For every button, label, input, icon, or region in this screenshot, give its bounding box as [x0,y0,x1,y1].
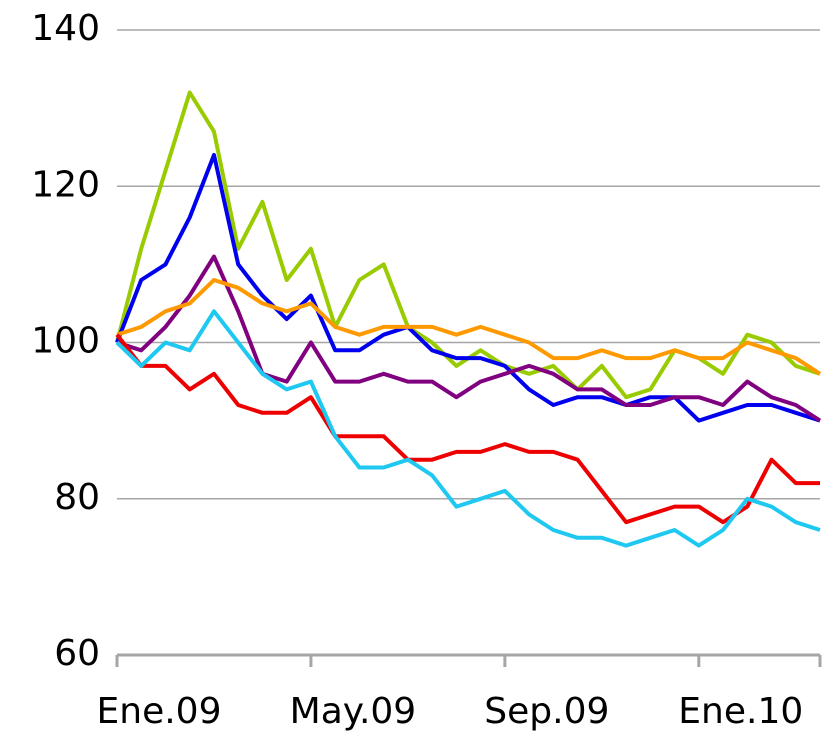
y-tick-label: 60 [54,633,100,674]
series-line [115,153,821,423]
series-line [116,278,822,376]
y-tick-label: 100 [31,321,100,362]
y-tick-label: 80 [54,477,100,518]
series-line [115,90,821,400]
y-tick-label: 120 [31,164,100,205]
series-line [115,309,821,548]
x-tick-label: Ene.09 [97,691,222,732]
x-tick-label: Sep.09 [484,691,609,732]
series-line [116,254,822,423]
y-tick-label: 140 [31,8,100,49]
x-tick-label: Ene.10 [678,691,803,732]
series-line [115,333,820,525]
x-tick-label: May.09 [290,691,417,732]
